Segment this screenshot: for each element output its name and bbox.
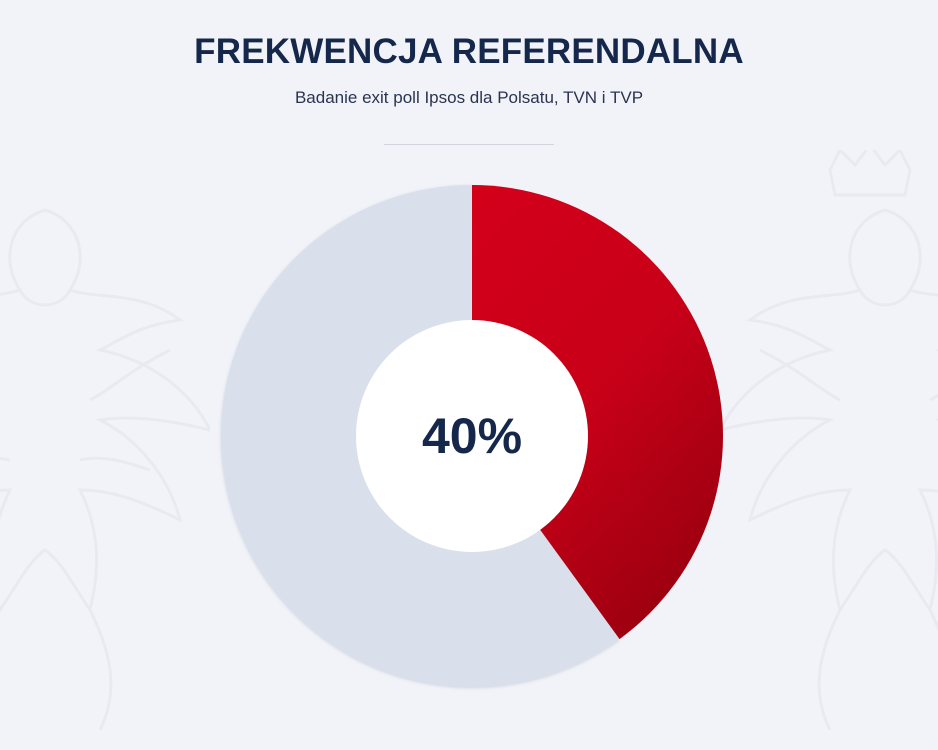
eagle-emblem-icon: [720, 150, 938, 731]
title-divider: [384, 144, 554, 145]
header: FREKWENCJA REFERENDALNA Badanie exit pol…: [0, 0, 938, 109]
chart-title: FREKWENCJA REFERENDALNA: [194, 32, 744, 71]
eagle-emblem-icon: [0, 208, 210, 731]
donut-hole: [356, 320, 588, 552]
chart-subtitle: Badanie exit poll Ipsos dla Polsatu, TVN…: [294, 88, 644, 107]
donut-slice-turnout: [472, 185, 723, 640]
center-value-label: 40%: [422, 408, 522, 464]
